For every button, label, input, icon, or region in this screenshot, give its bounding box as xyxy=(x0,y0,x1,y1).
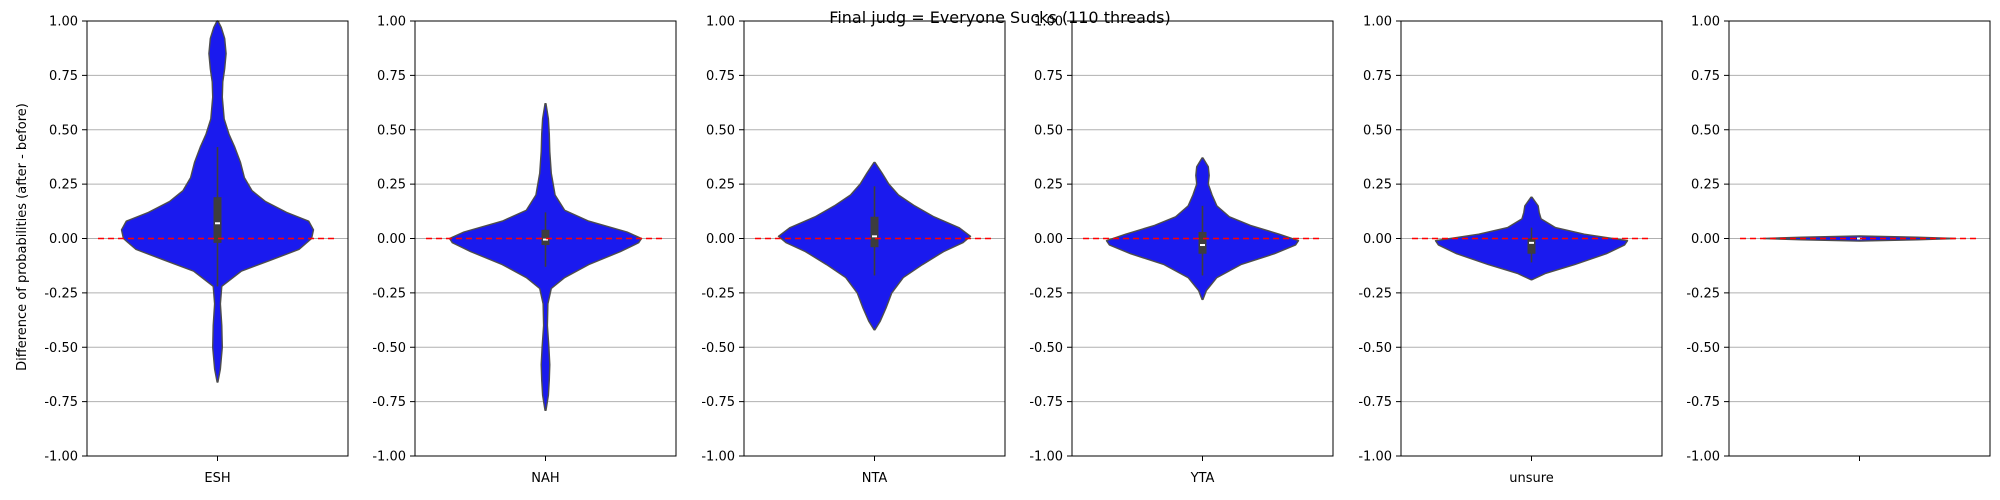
iqr-box xyxy=(541,229,550,246)
y-tick-label: -0.25 xyxy=(1029,286,1063,301)
y-tick-label: 0.00 xyxy=(706,232,735,247)
y-tick-label: -1.00 xyxy=(44,450,78,465)
y-tick-label: 0.50 xyxy=(49,123,78,138)
y-tick-label: 0.25 xyxy=(49,178,78,193)
x-tick-label: YTA xyxy=(1190,471,1215,486)
y-tick-label: -0.75 xyxy=(701,395,735,410)
y-tick-label: 1.00 xyxy=(706,15,735,30)
y-tick-label: 1.00 xyxy=(49,15,78,30)
y-tick-label: -0.50 xyxy=(1358,341,1392,356)
y-tick-label: 0.75 xyxy=(1691,69,1720,84)
figure-title: Final judg = Everyone Sucks (110 threads… xyxy=(829,8,1170,27)
x-tick-label: unsure xyxy=(1509,471,1554,486)
violin-panel: 1.00 0.75 0.50 0.25 0.00 -0.25 -0.50 -0.75 -1.00 xyxy=(1686,15,1991,465)
y-tick-label: -0.25 xyxy=(1686,286,1720,301)
y-tick-label: 0.00 xyxy=(377,232,406,247)
y-tick-label: -0.75 xyxy=(1686,395,1720,410)
y-tick-label: 0.00 xyxy=(1691,232,1720,247)
y-tick-label: -0.50 xyxy=(372,341,406,356)
x-tick-label: NAH xyxy=(531,471,559,486)
violin-panels: 1.00 0.75 0.50 0.25 0.00 -0.25 -0.50 -0.75 -1.00… xyxy=(44,15,1991,486)
y-tick-label: 1.00 xyxy=(1691,15,1720,30)
y-tick-label: 0.50 xyxy=(1363,123,1392,138)
y-tick-label: -1.00 xyxy=(701,450,735,465)
violin-panel: 1.00 0.75 0.50 0.25 0.00 -0.25 -0.50 -0.75 -1.00… xyxy=(372,15,677,486)
iqr-box xyxy=(213,197,222,243)
y-tick-label: 0.75 xyxy=(1034,69,1063,84)
y-tick-label: -1.00 xyxy=(1358,450,1392,465)
y-tick-label: 1.00 xyxy=(377,15,406,30)
violin-panel: 1.00 0.75 0.50 0.25 0.00 -0.25 -0.50 -0.75 -1.00… xyxy=(44,15,349,486)
y-tick-label: -1.00 xyxy=(1686,450,1720,465)
y-tick-label: 0.00 xyxy=(49,232,78,247)
y-tick-label: -0.75 xyxy=(372,395,406,410)
y-tick-label: 0.50 xyxy=(1034,123,1063,138)
y-tick-label: -1.00 xyxy=(372,450,406,465)
y-tick-label: -0.75 xyxy=(44,395,78,410)
y-tick-label: 0.75 xyxy=(49,69,78,84)
violin-panel: 1.00 0.75 0.50 0.25 0.00 -0.25 -0.50 -0.75 -1.00… xyxy=(701,15,1006,486)
y-tick-label: -0.50 xyxy=(701,341,735,356)
y-tick-label: 0.25 xyxy=(1034,178,1063,193)
iqr-box xyxy=(1527,238,1536,254)
y-tick-label: 0.50 xyxy=(377,123,406,138)
y-axis-label: Difference of probabilities (after - bef… xyxy=(15,103,30,371)
y-tick-label: 0.25 xyxy=(1691,178,1720,193)
y-tick-label: -0.75 xyxy=(1358,395,1392,410)
y-tick-label: 0.50 xyxy=(706,123,735,138)
y-tick-label: 1.00 xyxy=(1034,15,1063,30)
y-tick-label: -0.25 xyxy=(44,286,78,301)
y-tick-label: -0.50 xyxy=(1686,341,1720,356)
x-tick-label: NTA xyxy=(862,471,888,486)
y-tick-label: -0.25 xyxy=(372,286,406,301)
violin-panel: 1.00 0.75 0.50 0.25 0.00 -0.25 -0.50 -0.75 -1.00… xyxy=(1029,15,1334,486)
x-tick-label: ESH xyxy=(204,471,230,486)
y-tick-label: -0.50 xyxy=(44,341,78,356)
y-tick-label: 0.75 xyxy=(377,69,406,84)
y-tick-label: 0.50 xyxy=(1691,123,1720,138)
y-tick-label: 0.00 xyxy=(1034,232,1063,247)
y-tick-label: 0.25 xyxy=(1363,178,1392,193)
y-tick-label: -0.25 xyxy=(1358,286,1392,301)
y-tick-label: -0.75 xyxy=(1029,395,1063,410)
y-tick-label: -0.25 xyxy=(701,286,735,301)
y-tick-label: 0.25 xyxy=(377,178,406,193)
y-tick-label: 0.25 xyxy=(706,178,735,193)
violin-panel: 1.00 0.75 0.50 0.25 0.00 -0.25 -0.50 -0.75 -1.00… xyxy=(1358,15,1663,486)
iqr-box xyxy=(1198,231,1207,254)
y-tick-label: -1.00 xyxy=(1029,450,1063,465)
iqr-box xyxy=(870,216,879,248)
y-tick-label: -0.50 xyxy=(1029,341,1063,356)
y-tick-label: 0.75 xyxy=(706,69,735,84)
y-tick-label: 0.75 xyxy=(1363,69,1392,84)
y-tick-label: 0.00 xyxy=(1363,232,1392,247)
y-tick-label: 1.00 xyxy=(1363,15,1392,30)
